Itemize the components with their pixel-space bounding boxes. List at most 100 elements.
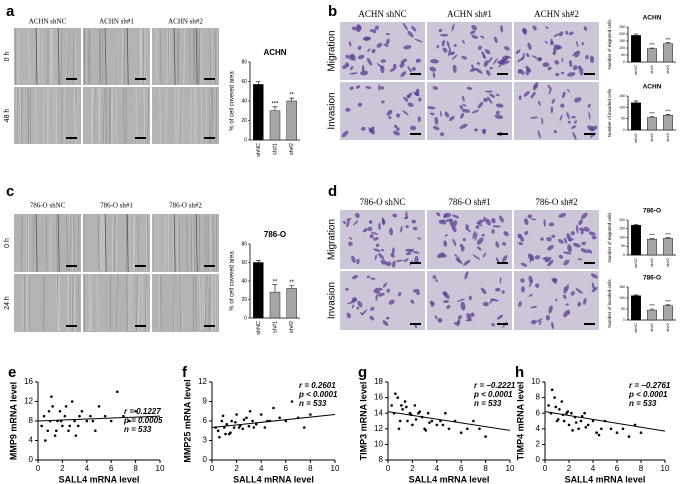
cell xyxy=(444,111,450,118)
bar xyxy=(286,100,297,141)
wound-edge xyxy=(195,213,198,273)
stat-annotation: n = 533 xyxy=(299,399,327,408)
cell xyxy=(442,291,448,296)
cell xyxy=(527,214,533,219)
cell xyxy=(495,93,500,97)
x-tick-label: shNC xyxy=(256,321,262,335)
cell xyxy=(501,290,505,294)
cell xyxy=(438,28,443,33)
cell xyxy=(483,216,486,222)
cell xyxy=(541,117,544,125)
y-tick-label: 40 xyxy=(241,98,247,104)
cell xyxy=(348,41,352,47)
x-axis-label: SALL4 mRNA level xyxy=(233,474,314,484)
y-tick-label: 8 xyxy=(29,416,34,425)
cell xyxy=(440,132,445,137)
cell xyxy=(548,89,552,95)
texture xyxy=(111,214,114,272)
cell xyxy=(581,241,587,246)
cell xyxy=(484,49,491,55)
point xyxy=(459,431,463,435)
point xyxy=(53,434,57,437)
point xyxy=(234,421,237,424)
cell xyxy=(501,56,507,63)
error-bar xyxy=(289,97,295,101)
point xyxy=(44,439,47,442)
bar xyxy=(663,238,674,256)
y-tick-label: 8 xyxy=(536,393,541,402)
texture xyxy=(133,214,136,272)
cell xyxy=(542,62,550,68)
cell xyxy=(563,251,572,255)
cell xyxy=(373,248,381,252)
cell xyxy=(483,60,489,67)
point xyxy=(428,421,431,424)
cell xyxy=(380,259,387,265)
texture xyxy=(66,214,68,272)
cell xyxy=(531,55,539,59)
cell xyxy=(563,237,568,244)
significance: *** xyxy=(649,303,655,308)
point xyxy=(579,419,583,423)
significance: *** xyxy=(665,109,671,114)
texture xyxy=(178,28,180,85)
y-tick-label: 0 xyxy=(623,318,625,322)
x-tick-label: 6 xyxy=(615,464,620,473)
bar xyxy=(647,239,658,256)
texture xyxy=(74,87,76,144)
fit-line xyxy=(544,411,666,432)
cell xyxy=(369,29,377,33)
cell xyxy=(362,228,368,233)
cell xyxy=(504,55,512,59)
point xyxy=(639,431,643,435)
cell xyxy=(462,39,465,45)
cell xyxy=(471,34,478,39)
micrograph xyxy=(152,214,219,272)
micrograph xyxy=(14,214,81,272)
texture xyxy=(67,28,69,85)
wound-edge xyxy=(57,27,60,86)
cell xyxy=(432,86,439,90)
x-tick-label: shNC xyxy=(256,143,262,157)
cell xyxy=(453,220,458,227)
x-tick-label: 10 xyxy=(156,464,165,473)
y-tick-label: 3 xyxy=(203,436,208,445)
cell xyxy=(527,253,535,261)
texture xyxy=(191,214,193,272)
point xyxy=(40,424,43,428)
cell xyxy=(576,224,579,234)
cell xyxy=(452,214,460,219)
cell xyxy=(378,84,381,92)
cell xyxy=(382,282,388,288)
cell xyxy=(466,86,473,90)
cell xyxy=(369,234,374,239)
cell xyxy=(427,106,436,110)
x-axis-label: SALL4 mRNA level xyxy=(565,474,646,484)
cell xyxy=(346,218,352,222)
point xyxy=(237,426,241,429)
cell xyxy=(572,65,578,71)
cell xyxy=(403,45,412,50)
cell xyxy=(480,35,485,39)
point xyxy=(441,423,445,427)
point xyxy=(566,410,570,413)
cell xyxy=(411,66,416,71)
cell xyxy=(370,306,375,311)
cell xyxy=(535,318,543,323)
cell xyxy=(518,68,525,75)
cell xyxy=(400,58,408,64)
texture xyxy=(159,87,161,144)
cell xyxy=(538,57,543,61)
cell xyxy=(443,212,452,218)
point xyxy=(248,409,252,413)
error-bar xyxy=(272,106,278,111)
point xyxy=(553,396,556,399)
column-header: ACHN shNC xyxy=(29,18,67,26)
cell xyxy=(565,303,569,306)
cell xyxy=(449,51,456,56)
texture xyxy=(91,87,93,144)
point xyxy=(68,424,72,428)
cell xyxy=(361,64,365,73)
cell xyxy=(461,55,468,60)
